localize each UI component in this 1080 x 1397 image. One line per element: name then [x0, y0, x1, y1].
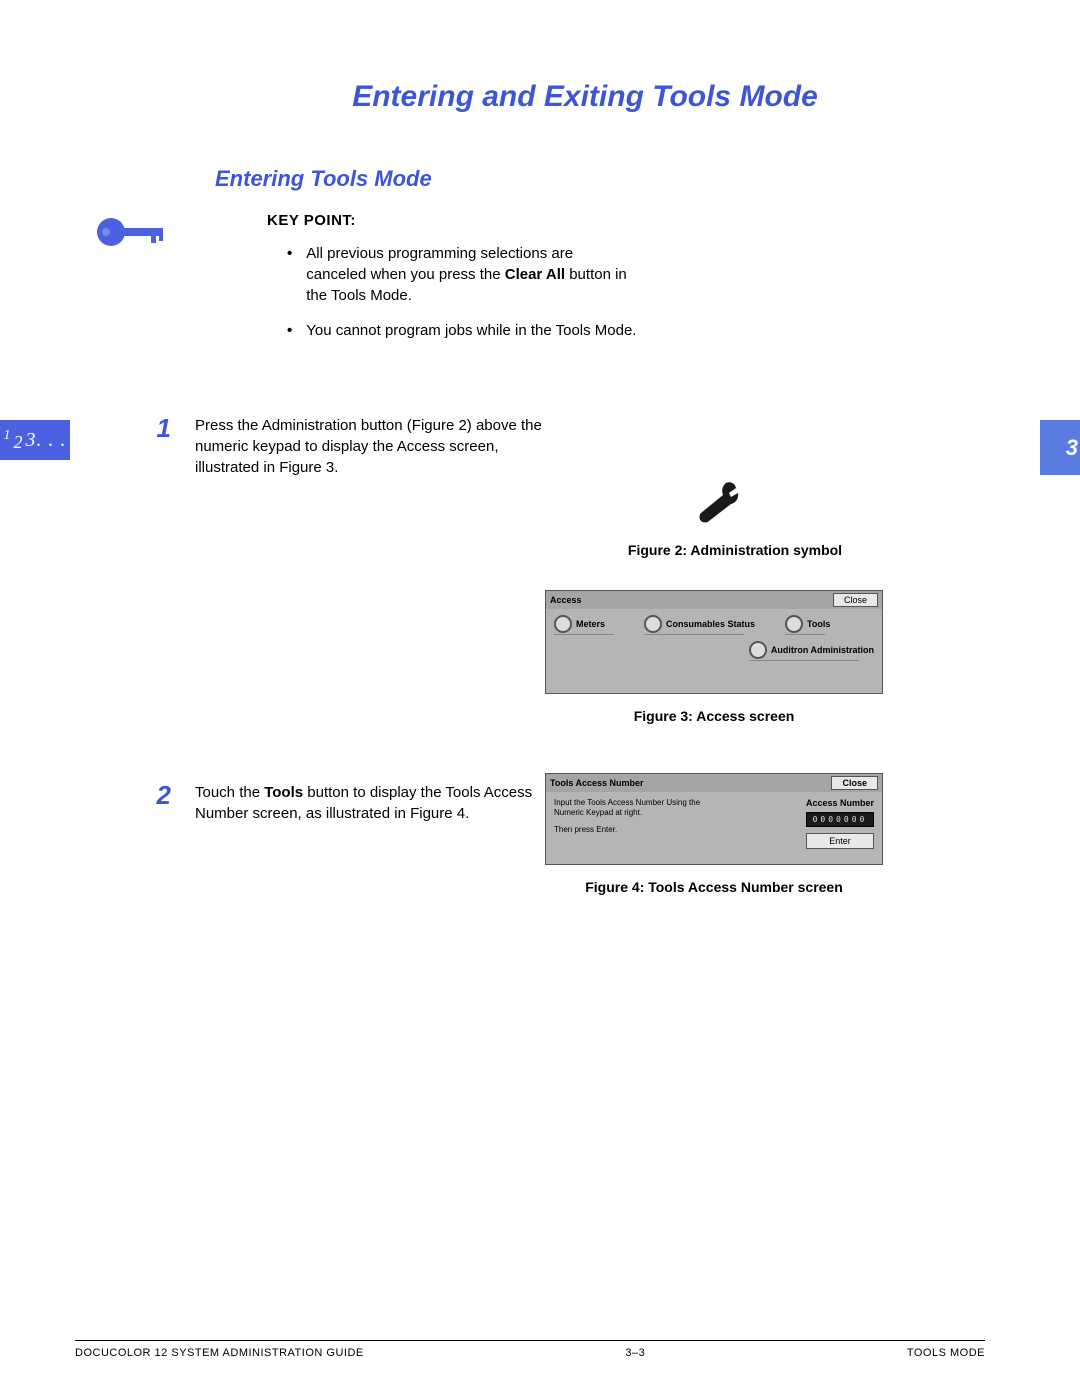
- bullet-text-bold: Clear All: [505, 266, 565, 283]
- chapter-tab-number: 3: [1066, 435, 1078, 461]
- instruction-line1: Input the Tools Access Number Using the …: [554, 798, 724, 819]
- key-point-block: KEY POINT: • All previous programming se…: [267, 212, 637, 355]
- step-text-bold: Tools: [264, 784, 303, 801]
- step-number: 1: [95, 415, 195, 441]
- bullet-list: • All previous programming selections ar…: [287, 243, 637, 341]
- step-text: Touch the Tools button to display the To…: [195, 782, 545, 824]
- radio-icon: [554, 615, 572, 633]
- page: Entering and Exiting Tools Mode Entering…: [0, 0, 1080, 1397]
- figure4-caption: Figure 4: Tools Access Number screen: [545, 879, 883, 895]
- access-number-label: Access Number: [806, 798, 874, 808]
- access-screen-body: Meters Consumables Status Tools: [546, 609, 882, 635]
- bullet-item: • You cannot program jobs while in the T…: [287, 320, 637, 341]
- key-icon: [95, 212, 167, 257]
- step-text: Press the Administration button (Figure …: [195, 415, 545, 478]
- figure2-caption: Figure 2: Administration symbol: [585, 542, 885, 558]
- consumables-label: Consumables Status: [666, 619, 755, 629]
- footer-left: DOCUCOLOR 12 SYSTEM ADMINISTRATION GUIDE: [75, 1347, 364, 1359]
- step-text-content: Press the Administration button (Figure …: [195, 417, 542, 476]
- tools-access-screen-mock: Tools Access Number Close Input the Tool…: [545, 773, 883, 865]
- key-point-label: KEY POINT:: [267, 212, 637, 229]
- access-screen-mock: Access Close Meters Consumables Status T…: [545, 590, 883, 694]
- step-numbers-badge: 1 2 3. . .: [0, 420, 70, 460]
- main-heading: Entering and Exiting Tools Mode: [185, 80, 985, 114]
- sub-heading: Entering Tools Mode: [215, 166, 985, 192]
- bullet-text: You cannot program jobs while in the Too…: [306, 320, 636, 341]
- instruction-line2: Then press Enter.: [554, 825, 724, 835]
- access-screen-row2: Auditron Administration: [546, 635, 882, 661]
- tools-access-input-area: Access Number 0000000 Enter: [806, 798, 874, 849]
- auditron-label: Auditron Administration: [771, 645, 874, 655]
- auditron-option[interactable]: Auditron Administration: [749, 641, 874, 661]
- tools-label: Tools: [807, 619, 830, 629]
- step-number: 2: [95, 782, 195, 808]
- figure3-caption: Figure 3: Access screen: [545, 708, 883, 724]
- page-footer: DOCUCOLOR 12 SYSTEM ADMINISTRATION GUIDE…: [75, 1340, 985, 1359]
- footer-center: 3–3: [625, 1347, 645, 1359]
- steps-list: 1 Press the Administration button (Figur…: [95, 415, 985, 478]
- access-screen-title: Access: [550, 595, 582, 605]
- figure4: Tools Access Number Close Input the Tool…: [545, 773, 883, 895]
- tools-access-body: Input the Tools Access Number Using the …: [546, 792, 882, 855]
- figure3: Access Close Meters Consumables Status T…: [545, 590, 883, 724]
- tools-access-header: Tools Access Number Close: [546, 774, 882, 792]
- close-button[interactable]: Close: [833, 593, 878, 607]
- tools-access-instructions: Input the Tools Access Number Using the …: [554, 798, 724, 849]
- chapter-tab: 3: [1040, 420, 1080, 475]
- bullet-dot-icon: •: [287, 243, 292, 306]
- bullet-text-pre: You cannot program jobs while in the Too…: [306, 322, 636, 339]
- enter-button[interactable]: Enter: [806, 833, 874, 849]
- meters-option[interactable]: Meters: [554, 615, 614, 635]
- bullet-item: • All previous programming selections ar…: [287, 243, 637, 306]
- bullet-dot-icon: •: [287, 320, 292, 341]
- wrench-icon: [690, 477, 740, 532]
- footer-right: TOOLS MODE: [907, 1347, 985, 1359]
- bullet-text: All previous programming selections are …: [306, 243, 637, 306]
- radio-icon: [644, 615, 662, 633]
- radio-icon: [749, 641, 767, 659]
- tools-option[interactable]: Tools: [785, 615, 830, 635]
- meters-label: Meters: [576, 619, 605, 629]
- tools-access-title: Tools Access Number: [550, 778, 644, 788]
- key-point-row: KEY POINT: • All previous programming se…: [95, 212, 985, 355]
- step-row: 2 Touch the Tools button to display the …: [95, 782, 545, 848]
- access-number-display: 0000000: [806, 812, 874, 827]
- close-button[interactable]: Close: [831, 776, 878, 790]
- access-screen-header: Access Close: [546, 591, 882, 609]
- step-text-pre: Touch the: [195, 784, 264, 801]
- step-row: 1 Press the Administration button (Figur…: [95, 415, 985, 478]
- consumables-option[interactable]: Consumables Status: [644, 615, 755, 635]
- radio-icon: [785, 615, 803, 633]
